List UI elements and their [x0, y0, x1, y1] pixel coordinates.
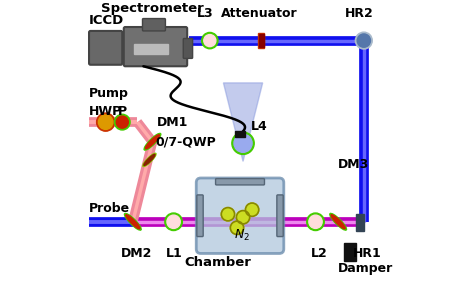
- FancyBboxPatch shape: [183, 39, 192, 58]
- FancyBboxPatch shape: [124, 27, 187, 66]
- Circle shape: [234, 134, 252, 152]
- Text: $N_2$: $N_2$: [234, 228, 249, 243]
- Ellipse shape: [144, 133, 161, 150]
- Polygon shape: [158, 33, 190, 48]
- Ellipse shape: [146, 135, 159, 149]
- Text: HR2: HR2: [345, 7, 374, 20]
- Text: DM1: DM1: [157, 116, 188, 129]
- FancyBboxPatch shape: [89, 31, 122, 65]
- Bar: [356, 214, 364, 231]
- Circle shape: [232, 132, 254, 154]
- Text: L4: L4: [251, 120, 267, 133]
- Polygon shape: [223, 83, 263, 161]
- Ellipse shape: [330, 213, 346, 230]
- FancyBboxPatch shape: [196, 178, 284, 254]
- Circle shape: [221, 208, 235, 221]
- Circle shape: [357, 34, 371, 47]
- Text: Attenuator: Attenuator: [221, 7, 298, 20]
- Circle shape: [97, 113, 115, 131]
- Circle shape: [237, 211, 250, 224]
- Ellipse shape: [331, 215, 345, 229]
- Text: DM3: DM3: [338, 158, 369, 171]
- Circle shape: [99, 115, 113, 130]
- Circle shape: [201, 33, 218, 49]
- Text: HR1: HR1: [353, 247, 382, 260]
- Circle shape: [116, 116, 128, 128]
- Text: Damper: Damper: [338, 262, 393, 275]
- Text: L1: L1: [166, 247, 183, 260]
- FancyBboxPatch shape: [143, 19, 165, 31]
- Circle shape: [246, 203, 259, 216]
- Text: ICCD: ICCD: [89, 15, 124, 27]
- Bar: [258, 33, 264, 48]
- Circle shape: [165, 213, 182, 230]
- Circle shape: [114, 114, 130, 130]
- Text: Spectrometer: Spectrometer: [101, 2, 204, 16]
- Text: Pump: Pump: [89, 87, 129, 100]
- Text: L2: L2: [311, 247, 328, 260]
- Ellipse shape: [143, 153, 156, 167]
- Text: L3: L3: [197, 7, 214, 20]
- FancyBboxPatch shape: [216, 178, 264, 185]
- Text: P: P: [118, 105, 127, 118]
- Circle shape: [204, 35, 216, 47]
- Circle shape: [230, 221, 244, 234]
- Text: Probe: Probe: [89, 202, 130, 215]
- Circle shape: [307, 213, 324, 230]
- FancyBboxPatch shape: [197, 195, 203, 237]
- Text: 0/7-QWP: 0/7-QWP: [155, 135, 216, 148]
- Circle shape: [167, 215, 180, 228]
- Text: HWP: HWP: [89, 105, 122, 118]
- Circle shape: [356, 32, 372, 49]
- Text: DM2: DM2: [121, 247, 152, 260]
- Bar: [259, 34, 264, 47]
- Ellipse shape: [144, 154, 155, 165]
- Text: Chamber: Chamber: [184, 256, 251, 269]
- Ellipse shape: [126, 215, 140, 229]
- Circle shape: [309, 215, 322, 228]
- Bar: [236, 131, 245, 137]
- FancyBboxPatch shape: [277, 195, 283, 237]
- Bar: [134, 44, 167, 54]
- Ellipse shape: [125, 213, 141, 230]
- Bar: [344, 243, 356, 261]
